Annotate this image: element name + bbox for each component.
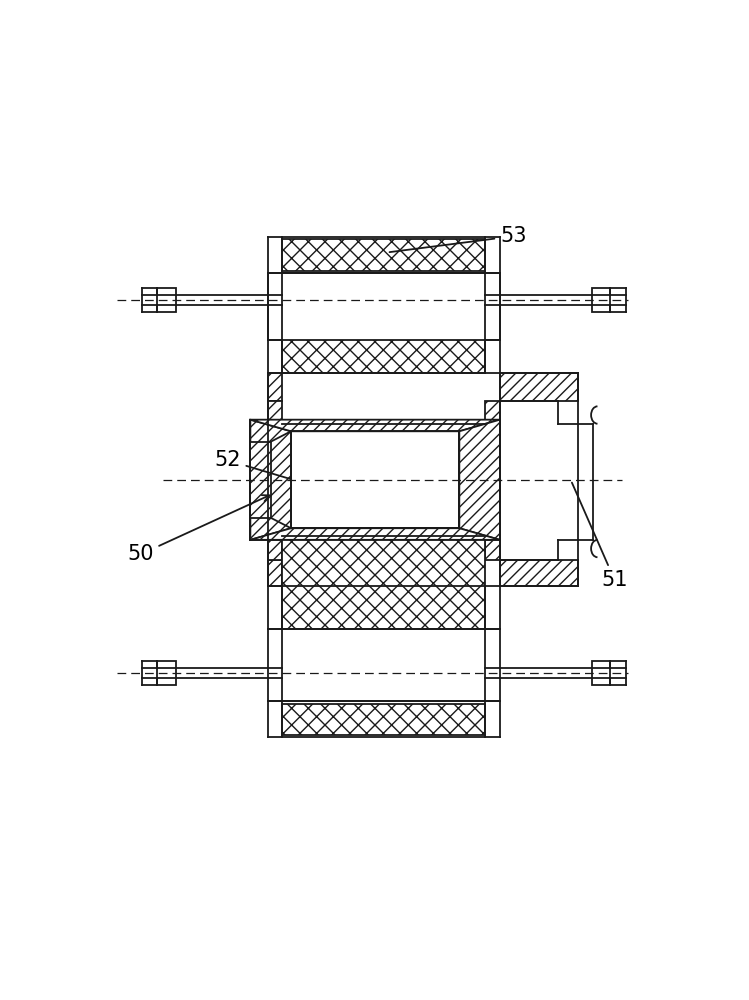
Bar (592, 661, 610, 685)
Polygon shape (250, 420, 500, 431)
Polygon shape (448, 424, 500, 480)
Bar (291, 431, 459, 528)
Text: 53: 53 (389, 226, 527, 252)
Polygon shape (485, 401, 500, 424)
Bar (592, 288, 610, 312)
Bar (268, 273, 500, 340)
Text: 51: 51 (572, 483, 628, 590)
Polygon shape (268, 373, 282, 401)
Polygon shape (448, 480, 500, 536)
Polygon shape (500, 373, 578, 401)
Bar (282, 704, 485, 735)
Polygon shape (268, 560, 282, 586)
Polygon shape (268, 536, 282, 560)
Polygon shape (268, 480, 361, 536)
Polygon shape (250, 442, 270, 518)
Bar (250, 420, 500, 540)
Bar (282, 239, 485, 271)
Text: 52: 52 (214, 450, 291, 479)
Bar (268, 629, 500, 701)
Polygon shape (459, 420, 500, 540)
Polygon shape (250, 528, 500, 540)
Polygon shape (250, 420, 291, 540)
Bar (157, 661, 176, 685)
Polygon shape (268, 424, 361, 480)
Polygon shape (500, 560, 578, 586)
Bar (282, 540, 485, 629)
Bar (282, 273, 485, 373)
Polygon shape (268, 401, 282, 424)
Polygon shape (485, 536, 500, 560)
Text: 50: 50 (127, 495, 269, 564)
Bar (157, 288, 176, 312)
